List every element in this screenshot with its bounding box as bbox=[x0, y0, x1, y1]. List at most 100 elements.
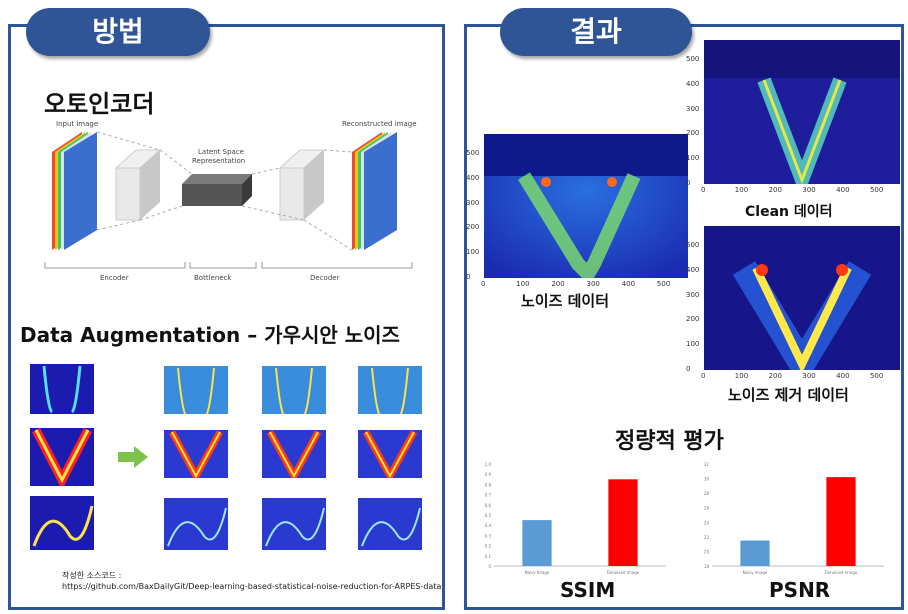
noisy-data-image bbox=[484, 134, 688, 278]
ssim-title: SSIM bbox=[560, 578, 616, 602]
y-tick-label: 100 bbox=[466, 248, 480, 257]
autoencoder-title: 오토인코더 bbox=[44, 90, 155, 118]
x-tick-label: 300 bbox=[802, 372, 816, 380]
y-tick-label: 0 bbox=[686, 365, 691, 373]
psnr-title: PSNR bbox=[769, 578, 831, 602]
x-tick-label: 200 bbox=[551, 280, 565, 288]
bar-noisy-image bbox=[740, 540, 770, 566]
y-tick-label: 0.7 bbox=[485, 493, 492, 498]
augmentation-title: Data Augmentation – 가우시안 노이즈 bbox=[20, 323, 400, 347]
augmented-heatmap bbox=[358, 430, 422, 478]
y-tick-label: 22 bbox=[704, 535, 710, 540]
y-tick-label: 200 bbox=[686, 129, 700, 138]
x-tick-label: 500 bbox=[869, 186, 884, 194]
augmented-heatmap bbox=[262, 430, 326, 478]
y-tick-label: 500 bbox=[686, 240, 700, 249]
psnr-chart: 18 20 22 24 26 28 30 32 Noisy Image Denoised Imag… bbox=[704, 462, 884, 575]
noisy-caption: 노이즈 데이터 bbox=[521, 292, 610, 310]
bar-denoised-image bbox=[826, 477, 856, 566]
arrow-right-icon bbox=[118, 446, 148, 468]
x-tick-label: 500 bbox=[656, 280, 671, 288]
x-tick-label: 500 bbox=[869, 372, 884, 380]
clean-data-image bbox=[704, 40, 900, 184]
y-tick-label: 1.0 bbox=[485, 462, 492, 467]
y-tick-label: 400 bbox=[686, 265, 700, 274]
method-tab: 방법 bbox=[26, 8, 210, 56]
ssim-chart: 0 0.1 0.2 0.3 0.4 0.5 0.6 0.7 0.8 0.9 1.0 Noisy Ima… bbox=[485, 462, 666, 575]
encoder-label: Encoder bbox=[100, 274, 129, 282]
y-tick-label: 300 bbox=[466, 198, 480, 207]
original-heatmap-1 bbox=[30, 364, 94, 414]
x-tick-label: 100 bbox=[734, 186, 749, 194]
decoder-label: Decoder bbox=[310, 274, 340, 282]
latent-label-2: Representation bbox=[192, 157, 246, 165]
input-image-label: Input image bbox=[56, 120, 99, 128]
augmented-heatmap bbox=[358, 366, 422, 414]
x-tick-label: 200 bbox=[768, 186, 782, 194]
y-tick-label: 28 bbox=[704, 491, 710, 496]
x-tick-label: 300 bbox=[802, 186, 816, 194]
augmented-heatmap bbox=[164, 498, 228, 550]
x-tick-label: 200 bbox=[768, 372, 782, 380]
y-tick-label: 0 bbox=[488, 564, 491, 569]
y-tick-label: 200 bbox=[686, 315, 700, 324]
y-tick-label: 0.5 bbox=[485, 513, 492, 518]
y-tick-label: 300 bbox=[686, 290, 700, 299]
y-tick-label: 24 bbox=[704, 520, 710, 525]
y-tick-label: 0 bbox=[686, 179, 691, 187]
augmented-heatmap bbox=[358, 498, 422, 550]
category-label: Noisy Image bbox=[525, 570, 550, 575]
denoised-data-image bbox=[704, 226, 900, 370]
y-tick-label: 18 bbox=[704, 564, 710, 569]
y-tick-label: 0.8 bbox=[485, 482, 492, 487]
y-tick-label: 500 bbox=[466, 148, 480, 157]
y-tick-label: 0.4 bbox=[485, 523, 492, 528]
latent-label-1: Latent Space bbox=[198, 148, 244, 156]
x-tick-label: 0 bbox=[701, 372, 706, 380]
x-tick-label: 0 bbox=[701, 186, 706, 194]
denoised-caption: 노이즈 제거 데이터 bbox=[728, 386, 849, 404]
bar-noisy-image bbox=[522, 520, 552, 566]
y-tick-label: 100 bbox=[686, 340, 700, 349]
x-tick-label: 400 bbox=[836, 186, 850, 194]
bar-denoised-image bbox=[608, 479, 638, 566]
y-tick-label: 400 bbox=[466, 173, 480, 182]
augmented-heatmap bbox=[164, 430, 228, 478]
y-tick-label: 30 bbox=[704, 477, 710, 482]
y-tick-label: 32 bbox=[704, 462, 710, 467]
y-tick-label: 0.2 bbox=[485, 544, 492, 549]
source-url[interactable]: https://github.com/BaxDailyGit/Deep-lear… bbox=[62, 582, 442, 591]
autoencoder-diagram bbox=[44, 131, 413, 269]
x-tick-label: 400 bbox=[621, 280, 636, 288]
augmented-heatmap bbox=[262, 498, 326, 550]
x-tick-label: 300 bbox=[586, 280, 600, 288]
bottleneck-label: Bottleneck bbox=[194, 274, 232, 282]
y-tick-label: 0 bbox=[466, 273, 471, 281]
y-tick-label: 400 bbox=[686, 79, 700, 88]
reconstructed-label: Reconstructed image bbox=[342, 120, 417, 128]
x-tick-label: 0 bbox=[481, 280, 486, 288]
y-tick-label: 200 bbox=[466, 223, 480, 232]
category-label: Noisy Image bbox=[743, 570, 768, 575]
original-heatmap-2 bbox=[30, 428, 94, 486]
x-tick-label: 100 bbox=[516, 280, 530, 288]
source-label: 작성한 소스코드 : bbox=[62, 571, 122, 580]
y-tick-label: 0.1 bbox=[485, 554, 492, 559]
y-tick-label: 0.3 bbox=[485, 533, 492, 538]
y-tick-label: 0.9 bbox=[485, 472, 492, 477]
y-tick-label: 0.6 bbox=[485, 503, 492, 508]
x-tick-label: 400 bbox=[836, 372, 850, 380]
augmented-heatmap bbox=[164, 366, 228, 414]
clean-caption: Clean 데이터 bbox=[745, 204, 833, 220]
category-label: Denoised Image bbox=[607, 570, 640, 575]
y-tick-label: 26 bbox=[704, 506, 710, 511]
y-tick-label: 100 bbox=[686, 154, 700, 163]
y-tick-label: 20 bbox=[704, 549, 710, 554]
y-tick-label: 500 bbox=[686, 54, 700, 63]
x-tick-label: 100 bbox=[734, 372, 749, 380]
result-tab: 결과 bbox=[500, 8, 692, 56]
original-heatmap-3 bbox=[30, 496, 94, 550]
y-tick-label: 300 bbox=[686, 104, 700, 113]
quant-title: 정량적 평가 bbox=[615, 429, 724, 454]
category-label: Denoised Image bbox=[825, 570, 858, 575]
